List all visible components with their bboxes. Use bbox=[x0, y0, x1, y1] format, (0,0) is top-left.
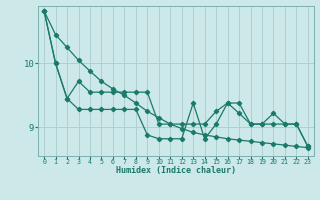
X-axis label: Humidex (Indice chaleur): Humidex (Indice chaleur) bbox=[116, 166, 236, 175]
